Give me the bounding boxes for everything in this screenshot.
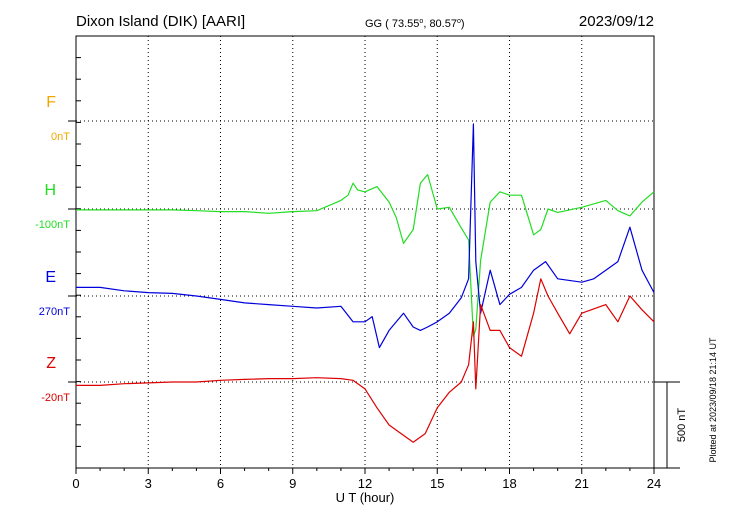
- scale-bar-label: 500 nT: [676, 408, 688, 443]
- grid: [68, 36, 654, 468]
- channel-name-f: F: [46, 94, 56, 111]
- station-title: Dixon Island (DIK) [AARI]: [76, 13, 245, 30]
- channel-baseline-e: 270nT: [39, 306, 70, 318]
- coordinates-label: GG ( 73.55o, 80.57o): [365, 18, 465, 30]
- channel-baseline-z: -20nT: [41, 392, 70, 404]
- series-line-e: [76, 123, 655, 349]
- channel-name-h: H: [44, 182, 56, 199]
- series-line-h: [76, 174, 655, 337]
- x-tick-label: 12: [358, 476, 372, 491]
- x-tick-label: 24: [647, 476, 661, 491]
- scale-bar: 500 nT: [654, 381, 688, 469]
- series-lines: [76, 123, 655, 443]
- x-tick-label: 21: [575, 476, 589, 491]
- date-label: 2023/09/12: [579, 13, 654, 30]
- channel-baseline-h: -100nT: [35, 219, 70, 231]
- x-tick-label: 15: [430, 476, 444, 491]
- x-tick-label: 6: [217, 476, 224, 491]
- channel-name-z: Z: [46, 355, 56, 372]
- x-axis: 0 3 6 9 12 15 18 21 24: [72, 35, 661, 491]
- channel-baseline-f: 0nT: [51, 131, 70, 143]
- x-tick-label: 3: [145, 476, 152, 491]
- x-axis-title: U T (hour): [336, 490, 395, 505]
- plotted-timestamp: Plotted at 2023/09/18 21:14 UT: [708, 337, 718, 463]
- x-tick-label: 9: [289, 476, 296, 491]
- x-tick-label: 18: [502, 476, 516, 491]
- channel-name-e: E: [45, 269, 56, 286]
- series-line-z: [76, 278, 655, 443]
- channel-labels: F 0nT H -100nT E 270nT Z -20nT: [35, 94, 70, 404]
- x-tick-label: 0: [72, 476, 79, 491]
